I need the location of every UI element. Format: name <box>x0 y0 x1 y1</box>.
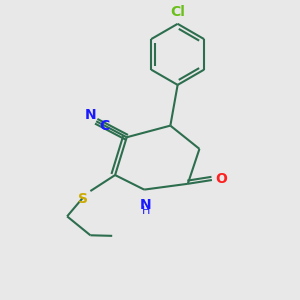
Text: C: C <box>99 118 110 133</box>
Text: O: O <box>215 172 227 186</box>
Text: N: N <box>140 198 152 212</box>
Text: S: S <box>78 192 88 206</box>
Text: N: N <box>85 108 97 122</box>
Text: H: H <box>141 206 150 217</box>
Text: Cl: Cl <box>170 5 185 20</box>
